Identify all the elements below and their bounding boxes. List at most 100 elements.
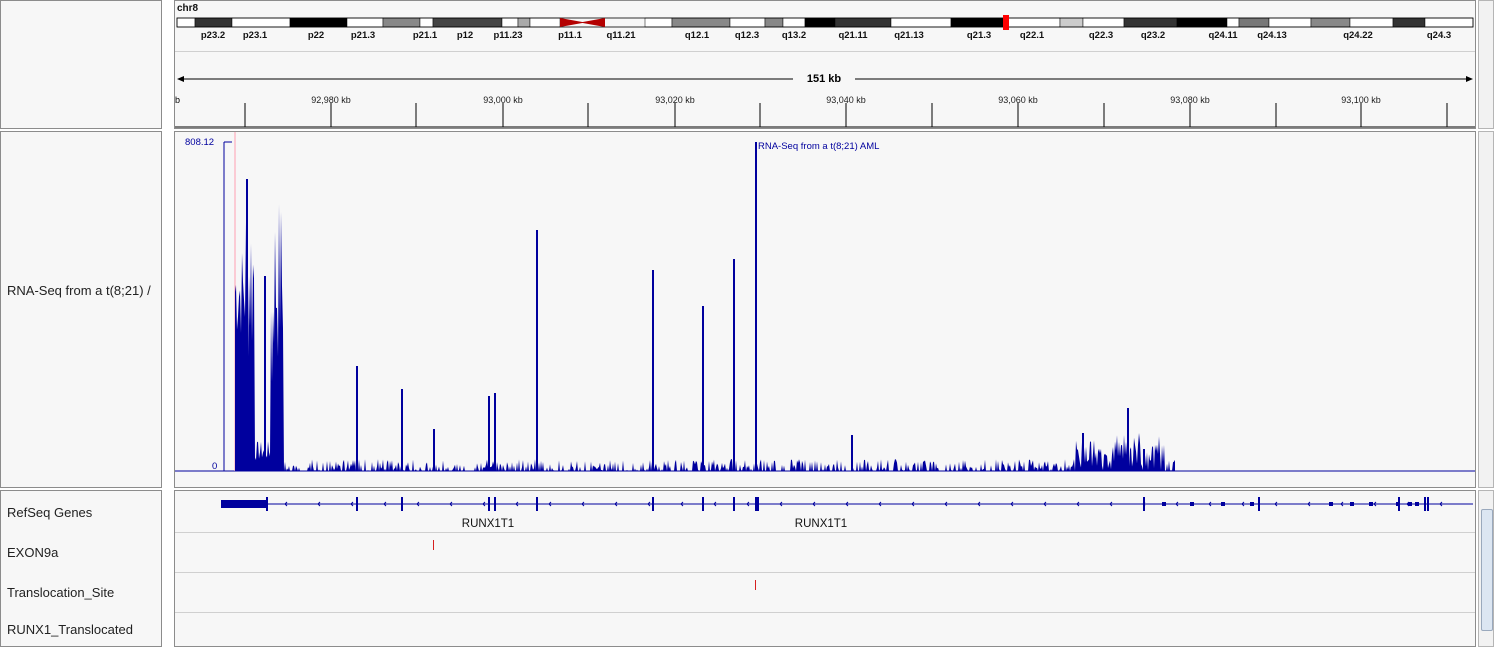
gene-exon (702, 497, 704, 511)
gene-exon (652, 497, 654, 511)
translocation-track-name[interactable]: Translocation_Site (7, 585, 115, 600)
rnaseq-scrollbar[interactable] (1478, 131, 1494, 488)
rnaseq-track-title: RNA-Seq from a t(8;21) AML (758, 141, 880, 152)
band-label: p21.3 (350, 30, 376, 41)
strand-arrow (1373, 501, 1377, 507)
gene-label-runx1t1: RUNX1T1 (794, 518, 848, 530)
ideogram-band (804, 17, 836, 28)
rnaseq-track-name[interactable]: RNA-Seq from a t(8;21) / (7, 283, 151, 298)
ideogram-outline (176, 17, 1474, 28)
refseq-gene-model[interactable] (175, 491, 1475, 533)
strand-arrow (944, 501, 948, 507)
strand-arrow (1010, 501, 1014, 507)
band-label: p23.2 (200, 30, 226, 41)
header-scrollbar[interactable] (1478, 0, 1494, 129)
feature-scrollbar[interactable] (1478, 490, 1494, 647)
ideogram-band (501, 17, 519, 28)
band-label: p23.1 (242, 30, 268, 41)
gene-exon (1415, 502, 1419, 506)
ideogram-band (419, 17, 434, 28)
coverage-peak (652, 270, 654, 471)
strand-arrow (548, 501, 552, 507)
strand-arrow (317, 501, 321, 507)
track-divider (175, 532, 1475, 533)
feature-scrollbar-thumb[interactable] (1481, 509, 1493, 631)
gene-exon (1424, 497, 1426, 511)
ideogram-band (1176, 17, 1228, 28)
ideogram-band (764, 17, 784, 28)
ideogram-band (346, 17, 384, 28)
ideogram-band (834, 17, 892, 28)
gene-exon (1369, 502, 1373, 506)
ideogram-band (890, 17, 952, 28)
coverage-peak (702, 306, 704, 471)
gene-exon (1250, 502, 1254, 506)
strand-arrow (1340, 501, 1344, 507)
coverage-peak (264, 276, 266, 471)
gene-exon (536, 497, 538, 511)
band-label: q12.3 (734, 30, 760, 41)
ideogram-band (289, 17, 348, 28)
ideogram-band (231, 17, 291, 28)
strand-arrow (812, 501, 816, 507)
rnaseq-data-panel[interactable]: 808.12 0 RNA-Seq from a t(8;21) AML (174, 131, 1476, 488)
centromere-q-arm (580, 18, 605, 27)
chromosome-ideogram[interactable] (175, 15, 1475, 45)
ideogram-band (176, 17, 196, 28)
strand-arrow (911, 501, 915, 507)
data-range-max: 808.12 (185, 137, 215, 148)
band-label: q24.11 (1208, 30, 1238, 41)
gene-exon (494, 497, 496, 511)
ideogram-band (1310, 17, 1351, 28)
strand-arrow (746, 501, 750, 507)
gene-exon (266, 497, 268, 511)
gene-exon (1329, 502, 1333, 506)
ideogram-band (1004, 17, 1061, 28)
track-divider (175, 612, 1475, 613)
strand-arrow (1175, 501, 1179, 507)
feature-data-panel[interactable]: RUNX1T1 RUNX1T1 (174, 490, 1476, 647)
ideogram-band (1349, 17, 1394, 28)
ruler-tick-label: 92,980 kb (311, 95, 351, 105)
ruler-tick-label: 93,100 kb (1341, 95, 1381, 105)
runx1-track-name[interactable]: RUNX1_Translocated (7, 622, 133, 637)
ruler[interactable] (175, 93, 1475, 129)
ideogram-band (644, 17, 673, 28)
strand-arrow (350, 501, 354, 507)
strand-arrow (1208, 501, 1212, 507)
refseq-track-name[interactable]: RefSeq Genes (7, 505, 93, 520)
exon9a-feature[interactable] (433, 540, 434, 550)
band-label: q22.3 (1088, 30, 1114, 41)
ideogram-band (950, 17, 1006, 28)
translocation-site-feature[interactable] (755, 580, 756, 590)
band-label: q21.11 (838, 30, 868, 41)
ideogram-band (1059, 17, 1084, 28)
band-label: p11.1 (558, 30, 582, 41)
coverage-peak (851, 435, 853, 471)
header-name-panel (0, 0, 162, 129)
exon9a-track-name[interactable]: EXON9a (7, 545, 59, 560)
band-label: q21.13 (894, 30, 924, 41)
ideogram-band (529, 17, 561, 28)
strand-arrow (1109, 501, 1113, 507)
band-label: q21.3 (966, 30, 992, 41)
strand-arrow (416, 501, 420, 507)
coverage-plot (175, 132, 1475, 472)
band-label: p22 (307, 30, 325, 41)
coverage-peak (733, 259, 735, 471)
strand-arrow (1076, 501, 1080, 507)
ideogram-band (671, 17, 731, 28)
data-range-min: 0 (212, 461, 218, 472)
ideogram-band (1123, 17, 1178, 28)
band-label: q24.13 (1257, 30, 1287, 41)
gene-exon (757, 497, 759, 511)
ideogram-divider (175, 51, 1475, 52)
ruler-tick-label: 93,020 kb (655, 95, 695, 105)
strand-arrow (977, 501, 981, 507)
ideogram-band (729, 17, 766, 28)
band-label: p11.23 (493, 30, 523, 41)
ideogram-band (1226, 17, 1240, 28)
gene-exon (1408, 502, 1412, 506)
gene-utr (221, 500, 267, 508)
band-label: q24.3 (1426, 30, 1452, 41)
